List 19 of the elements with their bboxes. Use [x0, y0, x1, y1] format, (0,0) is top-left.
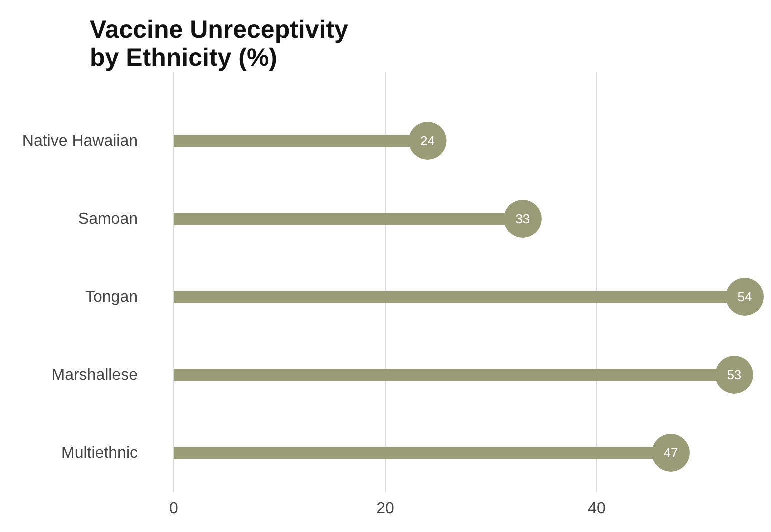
x-tick-label: 0 [170, 500, 179, 518]
point [726, 278, 764, 316]
point [652, 434, 690, 472]
x-tick-label: 20 [376, 500, 394, 518]
y-tick-label: Multiethnic [62, 445, 138, 462]
data-label: 53 [727, 368, 742, 383]
point [408, 122, 447, 160]
y-tick-label: Native Hawaiian [22, 133, 138, 150]
point [504, 200, 542, 238]
data-label: 54 [738, 290, 752, 305]
y-tick-label: Samoan [78, 211, 138, 228]
chart-title: Vaccine Unreceptivity by Ethnicity (%) [90, 16, 349, 72]
y-tick-label: Tongan [86, 289, 138, 306]
data-label: 33 [516, 212, 530, 227]
point [715, 356, 754, 394]
data-label: 24 [420, 134, 436, 149]
x-tick-label: 40 [588, 500, 606, 518]
y-tick-label: Marshallese [52, 367, 138, 384]
data-label: 47 [664, 446, 678, 461]
